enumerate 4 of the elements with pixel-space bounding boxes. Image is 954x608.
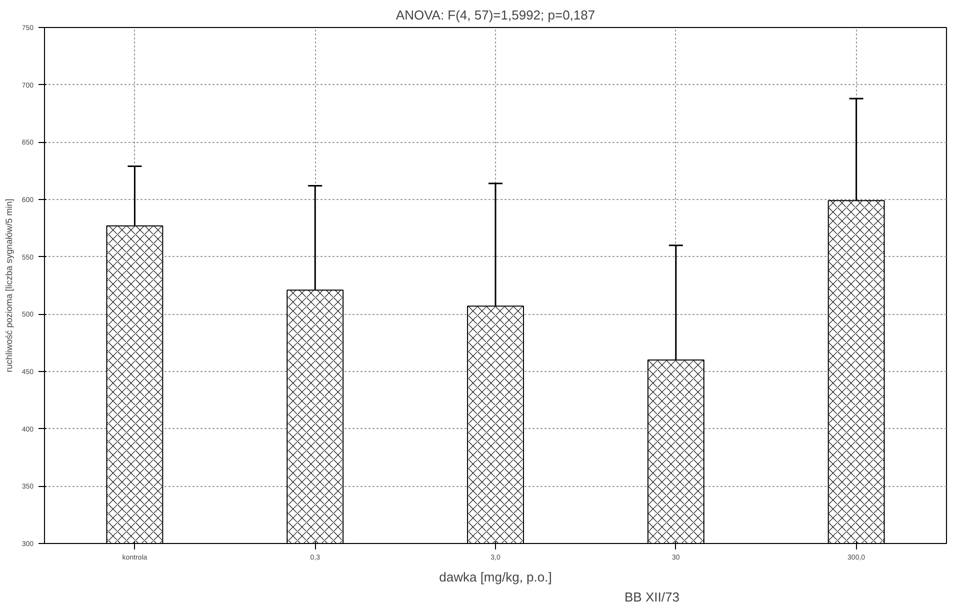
x-axis-title: dawka [mg/kg, p.o.] [439, 570, 552, 584]
text: BB XII/73 [624, 590, 680, 604]
y-axis-title: ruchliwość pozioma [liczba sygnałów/5 min] [4, 198, 14, 372]
chart-title: ANOVA: F(4, 57)=1,5992; p=0,187 [396, 8, 596, 22]
